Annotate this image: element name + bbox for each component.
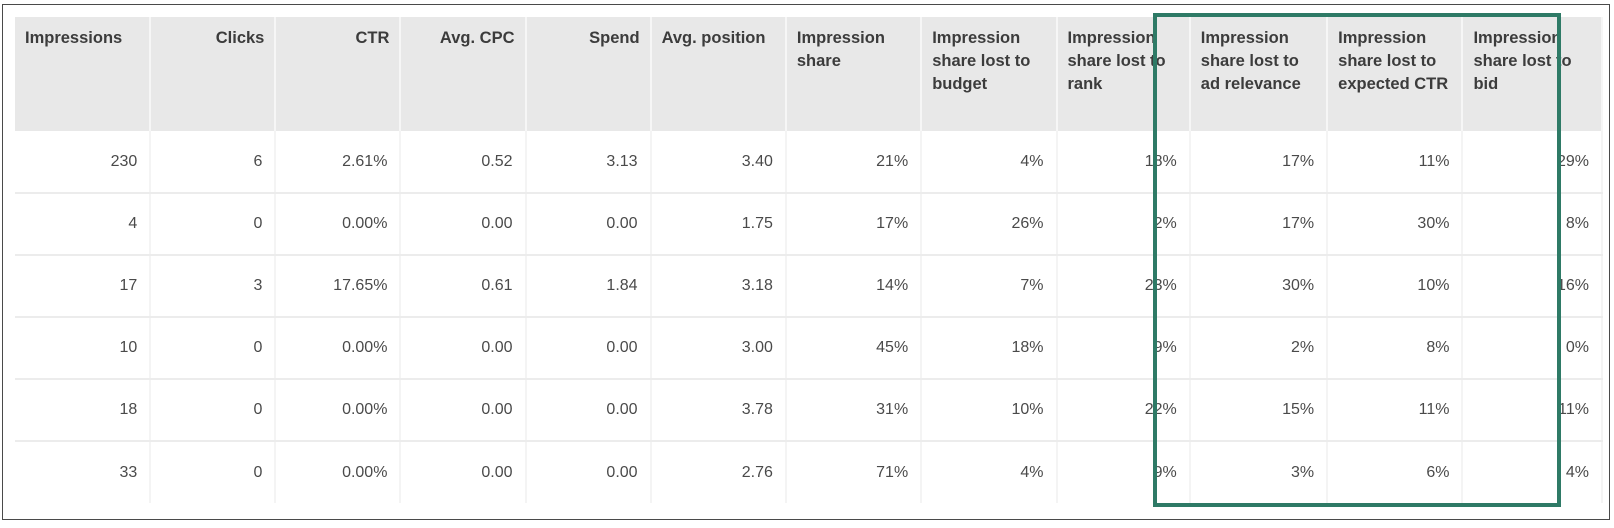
performance-table: Impressions Clicks CTR Avg. CPC Spend Av…: [15, 17, 1603, 503]
column-header-is-lost-budget[interactable]: Impression share lost to budget: [921, 17, 1058, 131]
cell-ctr: 0.00%: [275, 379, 402, 442]
cell-is-lost-ad-relevance: 17%: [1189, 193, 1329, 256]
cell-is-lost-expected-ctr: 11%: [1327, 131, 1464, 194]
cell-is-lost-budget: 4%: [921, 131, 1058, 194]
cell-clicks: 3: [150, 255, 277, 318]
column-header-spend[interactable]: Spend: [525, 17, 652, 131]
cell-spend: 3.13: [525, 131, 652, 194]
cell-clicks: 0: [150, 193, 277, 256]
cell-spend: 1.84: [525, 255, 652, 318]
column-header-ctr[interactable]: CTR: [275, 17, 402, 131]
cell-is-lost-rank: 9%: [1056, 441, 1191, 503]
cell-avg-position: 1.75: [650, 193, 787, 256]
cell-avg-position: 3.18: [650, 255, 787, 318]
cell-is-lost-rank: 22%: [1056, 379, 1191, 442]
table-row: 18 0 0.00% 0.00 0.00 3.78 31% 10% 22% 15…: [15, 379, 1603, 442]
cell-avg-cpc: 0.61: [400, 255, 527, 318]
cell-avg-cpc: 0.52: [400, 131, 527, 194]
cell-clicks: 0: [150, 379, 277, 442]
cell-is-lost-budget: 18%: [921, 317, 1058, 380]
report-frame: Impressions Clicks CTR Avg. CPC Spend Av…: [2, 4, 1610, 520]
cell-impression-share: 17%: [785, 193, 923, 256]
cell-avg-cpc: 0.00: [400, 193, 527, 256]
cell-is-lost-ad-relevance: 3%: [1189, 441, 1329, 503]
cell-spend: 0.00: [525, 379, 652, 442]
cell-ctr: 0.00%: [275, 317, 402, 380]
cell-impressions: 4: [15, 193, 152, 256]
cell-is-lost-expected-ctr: 11%: [1327, 379, 1464, 442]
cell-avg-cpc: 0.00: [400, 441, 527, 503]
cell-ctr: 0.00%: [275, 193, 402, 256]
cell-is-lost-expected-ctr: 6%: [1327, 441, 1464, 503]
header-row: Impressions Clicks CTR Avg. CPC Spend Av…: [15, 17, 1603, 131]
table-row: 17 3 17.65% 0.61 1.84 3.18 14% 7% 23% 30…: [15, 255, 1603, 318]
cell-clicks: 6: [150, 131, 277, 194]
column-header-is-lost-rank[interactable]: Impression share lost to rank: [1056, 17, 1191, 131]
column-header-is-lost-expected-ctr[interactable]: Impression share lost to expected CTR: [1327, 17, 1464, 131]
column-header-avg-cpc[interactable]: Avg. CPC: [400, 17, 527, 131]
table-row: 33 0 0.00% 0.00 0.00 2.76 71% 4% 9% 3% 6…: [15, 441, 1603, 503]
column-header-avg-position[interactable]: Avg. position: [650, 17, 787, 131]
cell-avg-position: 3.40: [650, 131, 787, 194]
column-header-is-lost-bid[interactable]: Impression share lost to bid: [1462, 17, 1603, 131]
column-header-impression-share[interactable]: Impression share: [785, 17, 923, 131]
cell-avg-position: 3.00: [650, 317, 787, 380]
cell-is-lost-budget: 26%: [921, 193, 1058, 256]
column-header-clicks[interactable]: Clicks: [150, 17, 277, 131]
cell-is-lost-rank: 9%: [1056, 317, 1191, 380]
cell-is-lost-ad-relevance: 17%: [1189, 131, 1329, 194]
cell-is-lost-rank: 18%: [1056, 131, 1191, 194]
cell-avg-cpc: 0.00: [400, 379, 527, 442]
cell-is-lost-rank: 2%: [1056, 193, 1191, 256]
table-row: 230 6 2.61% 0.52 3.13 3.40 21% 4% 18% 17…: [15, 131, 1603, 194]
cell-avg-position: 3.78: [650, 379, 787, 442]
cell-impression-share: 31%: [785, 379, 923, 442]
cell-ctr: 17.65%: [275, 255, 402, 318]
cell-is-lost-expected-ctr: 8%: [1327, 317, 1464, 380]
cell-is-lost-bid: 29%: [1462, 131, 1603, 194]
cell-ctr: 2.61%: [275, 131, 402, 194]
cell-impressions: 33: [15, 441, 152, 503]
cell-impression-share: 71%: [785, 441, 923, 503]
cell-is-lost-ad-relevance: 2%: [1189, 317, 1329, 380]
cell-is-lost-bid: 4%: [1462, 441, 1603, 503]
cell-spend: 0.00: [525, 193, 652, 256]
cell-is-lost-bid: 8%: [1462, 193, 1603, 256]
cell-is-lost-expected-ctr: 10%: [1327, 255, 1464, 318]
cell-clicks: 0: [150, 317, 277, 380]
cell-impression-share: 21%: [785, 131, 923, 194]
cell-is-lost-rank: 23%: [1056, 255, 1191, 318]
cell-impressions: 17: [15, 255, 152, 318]
cell-clicks: 0: [150, 441, 277, 503]
column-header-impressions[interactable]: Impressions: [15, 17, 152, 131]
column-header-is-lost-ad-relevance[interactable]: Impression share lost to ad relevance: [1189, 17, 1329, 131]
table-row: 4 0 0.00% 0.00 0.00 1.75 17% 26% 2% 17% …: [15, 193, 1603, 256]
cell-avg-position: 2.76: [650, 441, 787, 503]
cell-avg-cpc: 0.00: [400, 317, 527, 380]
cell-impressions: 10: [15, 317, 152, 380]
table-row: 10 0 0.00% 0.00 0.00 3.00 45% 18% 9% 2% …: [15, 317, 1603, 380]
cell-is-lost-ad-relevance: 15%: [1189, 379, 1329, 442]
cell-is-lost-bid: 11%: [1462, 379, 1603, 442]
cell-is-lost-bid: 16%: [1462, 255, 1603, 318]
cell-impressions: 230: [15, 131, 152, 194]
cell-impression-share: 14%: [785, 255, 923, 318]
cell-is-lost-ad-relevance: 30%: [1189, 255, 1329, 318]
cell-ctr: 0.00%: [275, 441, 402, 503]
cell-spend: 0.00: [525, 317, 652, 380]
cell-is-lost-budget: 4%: [921, 441, 1058, 503]
cell-is-lost-budget: 7%: [921, 255, 1058, 318]
cell-impression-share: 45%: [785, 317, 923, 380]
cell-is-lost-bid: 0%: [1462, 317, 1603, 380]
cell-impressions: 18: [15, 379, 152, 442]
cell-is-lost-budget: 10%: [921, 379, 1058, 442]
cell-spend: 0.00: [525, 441, 652, 503]
cell-is-lost-expected-ctr: 30%: [1327, 193, 1464, 256]
